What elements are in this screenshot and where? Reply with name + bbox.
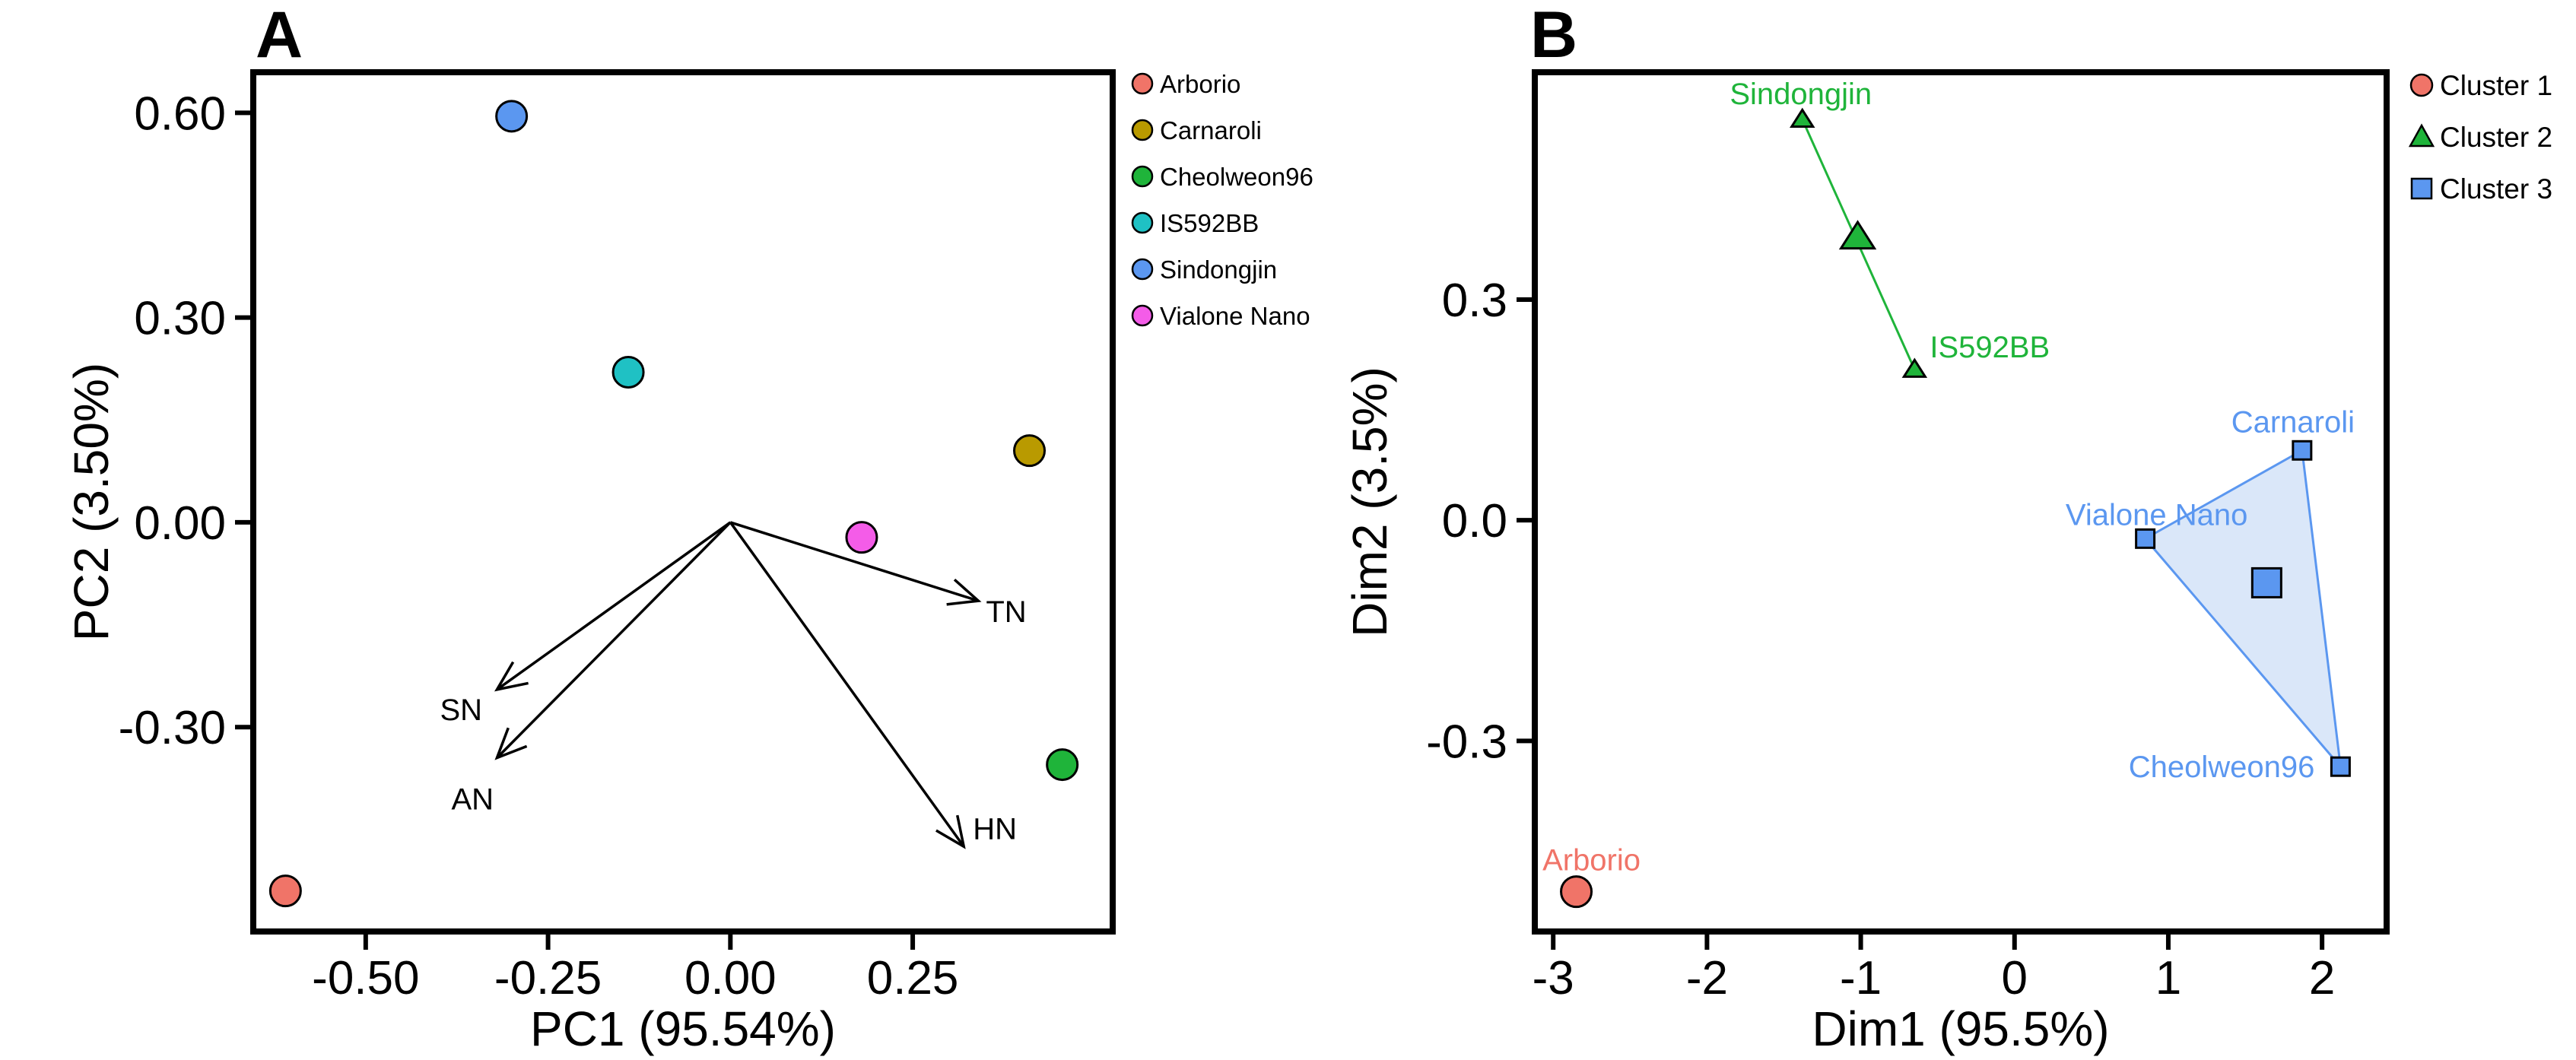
panel-b-x-tick-label: 0 bbox=[2002, 952, 2028, 1004]
legend-label: Cluster 2 bbox=[2440, 122, 2552, 153]
panel-b-y-tick-label: -0.3 bbox=[1426, 716, 1507, 768]
cluster-3-hull bbox=[2143, 448, 2343, 770]
loading-vector-an bbox=[496, 521, 732, 759]
panel-a-y-tick-label: 0.30 bbox=[134, 293, 226, 345]
legend-label: Carnaroli bbox=[1160, 116, 1262, 144]
loading-vector-arrowhead bbox=[494, 727, 528, 760]
loading-vector-label: HN bbox=[973, 812, 1017, 846]
panel-b-x-tick-label: -1 bbox=[1840, 952, 1882, 1004]
legend-marker-sindongjin bbox=[1131, 258, 1154, 281]
loading-vector-label: SN bbox=[440, 693, 482, 727]
score-point-sindongjin bbox=[495, 100, 529, 133]
legend-label: Cluster 3 bbox=[2440, 173, 2552, 205]
legend-marker-is592bb bbox=[1131, 211, 1154, 234]
point-label-vialone-nano: Vialone Nano bbox=[2066, 498, 2247, 532]
cluster-3-point-vialone-nano bbox=[2135, 528, 2156, 549]
score-point-arborio bbox=[268, 874, 302, 908]
panel-a-y-tick-label: 0.00 bbox=[134, 497, 226, 550]
score-point-carnaroli bbox=[1013, 434, 1047, 468]
panel-a-x-tick-label: 0.00 bbox=[684, 952, 777, 1004]
point-label-arborio: Arborio bbox=[1542, 844, 1641, 878]
point-label-cheolweon96: Cheolweon96 bbox=[2129, 751, 2315, 784]
panel-a-plot-content: TN SN AN HN bbox=[268, 100, 1079, 908]
loading-vector-arrowhead bbox=[494, 661, 529, 692]
legend-label: Sindongjin bbox=[1160, 255, 1277, 284]
cluster-2-point-is592bb bbox=[1901, 357, 1928, 378]
legend-label: Arborio bbox=[1160, 70, 1240, 98]
cluster-3-point-cheolweon96 bbox=[2330, 756, 2351, 777]
legend-label: Vialone Nano bbox=[1160, 302, 1310, 330]
panel-b-ticks: -3 -2 -1 0 1 2 0.3 0.0 -0.3 bbox=[1426, 275, 2335, 1004]
panel-a-x-axis-title: PC1 (95.54%) bbox=[530, 1001, 836, 1056]
point-label-is592bb: IS592BB bbox=[1930, 331, 2050, 364]
loading-vector-tn bbox=[729, 521, 979, 602]
panel-a-x-tick-label: -0.50 bbox=[312, 952, 419, 1004]
panel-a-letter: A bbox=[256, 0, 303, 71]
score-point-is592bb bbox=[611, 355, 645, 389]
panel-a-ticks: -0.50 -0.25 0.00 0.25 0.60 0.30 0.00 -0.30 bbox=[119, 87, 959, 1004]
point-label-sindongjin: Sindongjin bbox=[1730, 78, 1872, 111]
legend-marker-carnaroli bbox=[1131, 119, 1154, 141]
cluster-1-point-arborio bbox=[1560, 875, 1593, 909]
panel-a-y-tick-label: -0.30 bbox=[119, 702, 226, 754]
panel-a-y-axis-title: PC2 (3.50%) bbox=[64, 363, 119, 641]
legend-label: Cluster 1 bbox=[2440, 70, 2552, 101]
legend-marker-cluster-1 bbox=[2409, 73, 2434, 97]
panel-b-x-tick-label: -3 bbox=[1533, 952, 1574, 1004]
loading-vector-label: TN bbox=[986, 595, 1026, 629]
score-point-vialone-nano bbox=[845, 521, 878, 554]
legend-marker-vialone-nano bbox=[1131, 304, 1154, 327]
loading-vector-hn bbox=[729, 521, 965, 848]
panel-a-legend: Arborio Carnaroli Cheolweon96 IS592BB Sindon… bbox=[1131, 70, 1313, 330]
cluster-2-centroid bbox=[1838, 220, 1877, 250]
cluster-2-point-sindongjin bbox=[1790, 107, 1815, 128]
loading-vector-label: AN bbox=[451, 783, 494, 817]
panel-a: A TN SN AN HN -0.50 -0.25 0.00 0.25 0.60 0.30 0.0… bbox=[64, 0, 1313, 1056]
panel-b-x-tick-label: 2 bbox=[2309, 952, 2335, 1004]
cluster-3-centroid bbox=[2250, 566, 2282, 598]
panel-b-x-tick-label: -2 bbox=[1686, 952, 1728, 1004]
panel-b-legend: Cluster 1 Cluster 2 Cluster 3 bbox=[2408, 70, 2552, 205]
panel-a-x-tick-label: 0.25 bbox=[867, 952, 959, 1004]
panel-b-y-axis-title: Dim2 (3.5%) bbox=[1342, 367, 1397, 637]
legend-marker-cluster-3 bbox=[2410, 177, 2433, 200]
panel-b-x-axis-title: Dim1 (95.5%) bbox=[1812, 1001, 2109, 1056]
legend-marker-cluster-2 bbox=[2408, 123, 2435, 148]
legend-label: IS592BB bbox=[1160, 209, 1259, 237]
legend-marker-arborio bbox=[1131, 72, 1154, 95]
loading-vector-sn bbox=[496, 521, 732, 691]
cluster-3-point-carnaroli bbox=[2292, 440, 2313, 461]
point-label-carnaroli: Carnaroli bbox=[2231, 405, 2355, 439]
panel-b: B Arborio Sindongjin IS592BB Carnaroli Vialo… bbox=[1342, 0, 2552, 1056]
loading-vector-arrowhead bbox=[946, 578, 982, 606]
score-point-cheolweon96 bbox=[1046, 748, 1079, 782]
panel-b-x-tick-label: 1 bbox=[2155, 952, 2181, 1004]
panel-b-letter: B bbox=[1530, 0, 1577, 71]
loading-vector-arrowhead bbox=[935, 814, 966, 849]
panel-b-y-tick-label: 0.3 bbox=[1442, 275, 1507, 327]
legend-marker-cheolweon96 bbox=[1131, 165, 1154, 188]
panel-b-frame bbox=[1532, 69, 2390, 935]
panel-a-x-tick-label: -0.25 bbox=[494, 952, 602, 1004]
panel-a-frame bbox=[250, 69, 1116, 935]
panel-b-y-tick-label: 0.0 bbox=[1442, 495, 1507, 547]
panel-a-y-tick-label: 0.60 bbox=[134, 87, 226, 140]
legend-label: Cheolweon96 bbox=[1160, 163, 1313, 191]
panel-b-plot-content: Arborio Sindongjin IS592BB Carnaroli Vialone… bbox=[1542, 78, 2355, 909]
